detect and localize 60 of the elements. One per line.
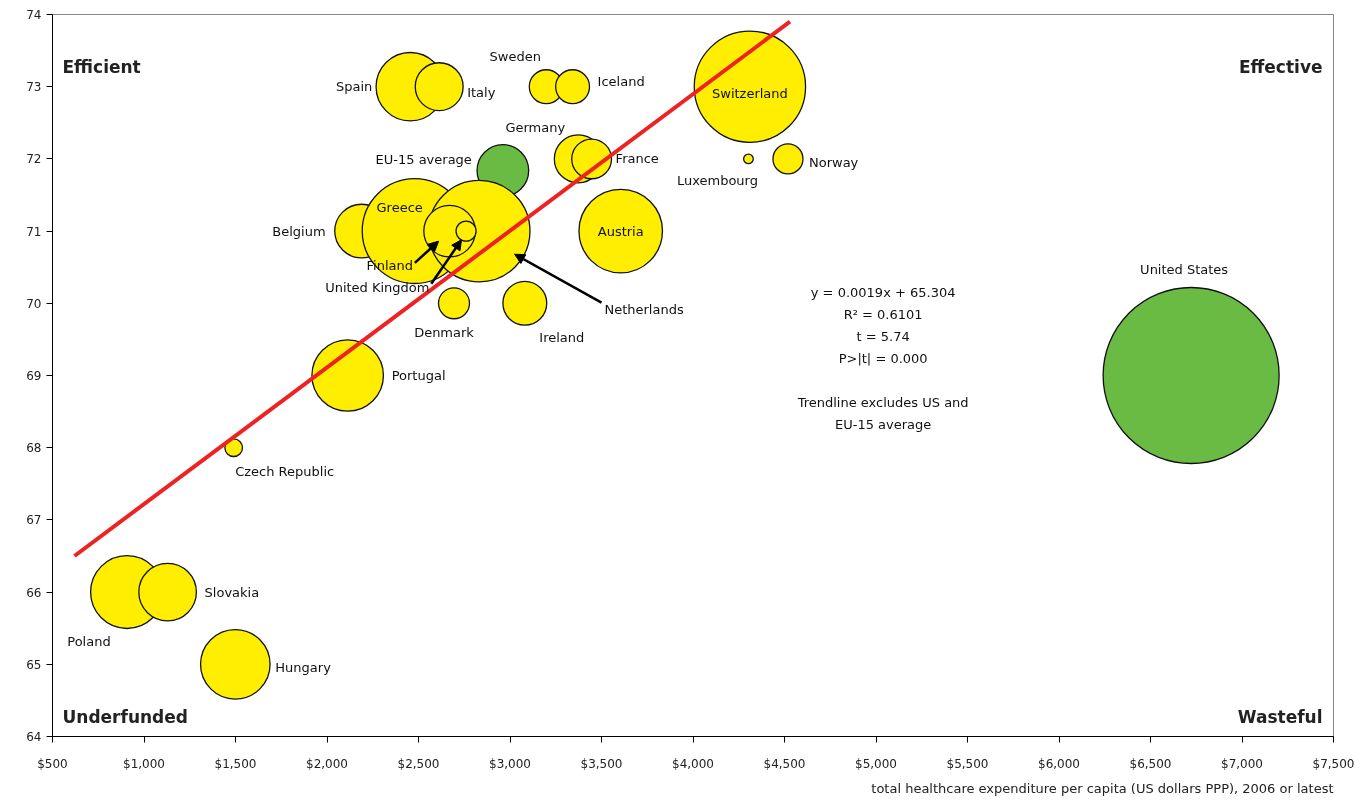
text: United Kingdom	[325, 279, 430, 295]
annotation: Trendline excludes US and	[796, 395, 969, 410]
series-label: Italy	[467, 85, 496, 101]
series-label: Czech Republic	[235, 464, 335, 480]
x-axis-title: total healthcare expenditure per capita (US dollars PPP), 2006 or latest	[871, 780, 1334, 796]
x-tick-label: $5,500	[946, 756, 989, 771]
y-tick-label: 67	[26, 513, 42, 528]
y-tick-label: 70	[26, 296, 42, 311]
series-label: Spain	[335, 79, 373, 95]
y-tick-label: 64	[26, 730, 42, 744]
series-label: Germany	[505, 120, 566, 136]
annotation: R² = 0.6101	[843, 307, 923, 322]
x-tick-label: $7,000	[1221, 756, 1264, 771]
x-tick-label: $1,000	[123, 756, 166, 771]
x-tick-label: $7,500	[1312, 756, 1355, 771]
x-tick-label: $3,500	[580, 756, 623, 771]
y-tick-label: 71	[26, 224, 42, 239]
series-label: France	[615, 151, 659, 167]
x-tick-label: $500	[37, 756, 68, 771]
annotation: y = 0.0019x + 65.304	[810, 285, 956, 300]
series-label: Denmark	[414, 324, 475, 340]
series-label: Austria	[597, 223, 644, 239]
y-tick-label: 65	[26, 657, 42, 672]
x-tick-label: $3,000	[489, 756, 532, 771]
series-label: Portugal	[391, 368, 446, 383]
series-label: Luxembourg	[676, 173, 758, 189]
x-tick-label: $4,000	[672, 756, 715, 771]
x-tick-label: $4,500	[763, 756, 806, 771]
x-tick-label: $6,500	[1129, 756, 1172, 771]
y-tick-label: 68	[26, 441, 42, 456]
x-tick-label: $5,000	[855, 756, 898, 771]
series-label: Norway	[808, 155, 859, 171]
annotation: Wasteful	[1237, 706, 1323, 727]
y-tick-label: 74	[26, 8, 42, 22]
annotation: EU-15 average	[834, 417, 932, 432]
annotation: P>|t| = 0.000	[838, 351, 928, 366]
series-label: Poland	[67, 633, 111, 649]
y-tick-label: 72	[26, 152, 42, 167]
y-tick-label: 66	[26, 585, 42, 600]
x-tick-label: $2,000	[306, 756, 349, 771]
y-tick-label: 69	[26, 369, 42, 383]
series-label: Sweden	[489, 49, 541, 65]
annotation: t = 5.74	[856, 329, 910, 344]
x-tick-label: $6,000	[1038, 756, 1081, 771]
y-tick-label: 73	[26, 80, 42, 95]
annotation: Efficient	[62, 56, 141, 77]
series-label: Switzerland	[712, 86, 788, 102]
series-label: Slovakia	[204, 584, 260, 600]
series-label: Belgium	[272, 223, 326, 239]
series-label: United States	[1140, 262, 1229, 277]
series-label: Iceland	[597, 74, 645, 90]
series-label: Hungary	[275, 659, 332, 675]
x-tick-label: $2,500	[397, 756, 440, 771]
series-label: Greece	[376, 199, 423, 215]
annotation: Effective	[1238, 56, 1323, 77]
text: Netherlands	[604, 301, 684, 317]
series-label: Ireland	[539, 329, 585, 345]
series-label: EU-15 average	[375, 151, 472, 167]
annotation: Underfunded	[62, 706, 188, 727]
x-tick-label: $1,500	[214, 756, 257, 771]
